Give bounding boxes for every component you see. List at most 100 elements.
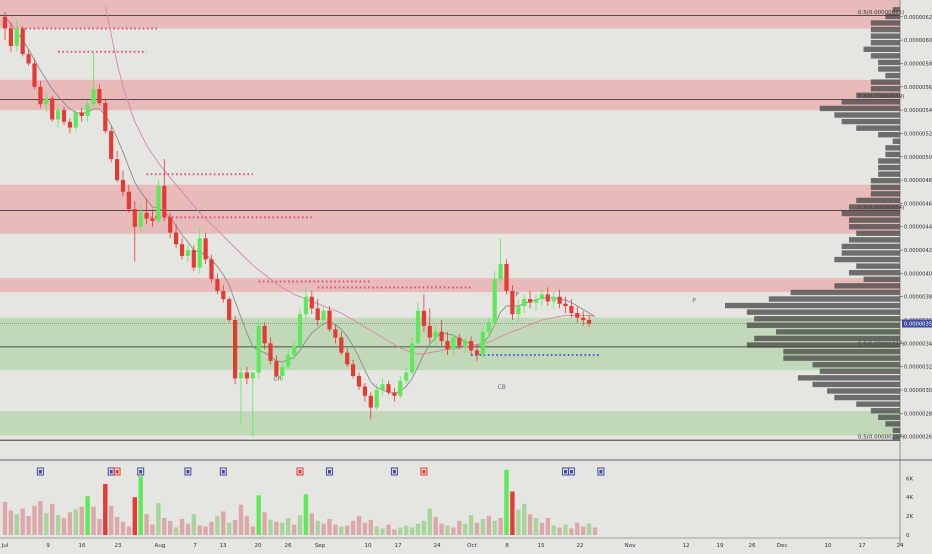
chart-annotation: P — [515, 292, 519, 299]
candle-body — [492, 279, 497, 323]
volume-bar — [156, 502, 161, 535]
volume-bar — [468, 515, 474, 535]
volume-profile-bar — [892, 7, 900, 13]
volume-bar — [191, 514, 196, 535]
signal-marker-icon — [296, 467, 304, 476]
resistance-zone — [0, 0, 900, 29]
volume-profile-bar — [856, 230, 900, 236]
volume-bar — [44, 513, 49, 535]
volume-profile-bar — [878, 164, 900, 171]
volume-bar — [227, 522, 232, 535]
volume-profile-bar — [812, 362, 900, 368]
volume-profile-bar — [870, 53, 900, 59]
chart-annotation: P — [692, 298, 696, 305]
volume-bar — [350, 520, 356, 535]
volume-profile-bar — [885, 13, 900, 20]
signal-marker-fill — [109, 470, 113, 474]
volume-bar — [138, 476, 143, 535]
time-axis[interactable]: Jul 9 16 23 Aug 7 13 20 26 Sep 10 17 24 Oct 8 15 22 Nov 12… — [0, 537, 904, 549]
candle-body — [280, 366, 285, 377]
volume-bar — [527, 514, 533, 535]
volume-profile-bar — [848, 217, 900, 223]
volume-profile-bar — [834, 283, 900, 289]
time-tick-label: 16 — [78, 543, 86, 549]
volume-profile-bar — [863, 46, 900, 52]
volume-profile-bar — [870, 191, 900, 197]
volume-bar — [592, 527, 598, 535]
volume-bar — [386, 524, 391, 535]
candle-body — [138, 212, 143, 227]
candle-body — [374, 390, 379, 408]
time-tick-label: 26 — [284, 543, 292, 549]
candle-body — [386, 384, 391, 393]
volume-bar — [421, 520, 427, 535]
signal-marker-fill — [564, 470, 567, 474]
volume-profile-bar — [878, 66, 900, 72]
candle-body — [457, 337, 462, 346]
volume-profile-bar — [819, 105, 900, 112]
candle-body — [516, 306, 521, 315]
time-tick-label: 15 — [537, 543, 545, 549]
candle-body — [433, 331, 438, 338]
last-price-label: 0.00000357 — [904, 322, 932, 328]
volume-profile-bar — [834, 256, 900, 263]
volume-profile-bar — [841, 118, 900, 125]
volume-bar — [522, 503, 527, 535]
volume-bar — [232, 519, 238, 535]
fib-level-label: 0.5(0.00000621) — [858, 10, 904, 16]
volume-bar — [569, 528, 574, 535]
volume-bar — [427, 508, 432, 535]
candle-body — [79, 112, 84, 116]
volume-bar — [327, 518, 332, 535]
signal-marker-icon — [113, 467, 121, 476]
candle-body — [533, 299, 539, 303]
candle-body — [227, 299, 232, 321]
volume-profile-bar — [885, 145, 900, 151]
candle-body — [581, 317, 586, 321]
volume-profile-bar — [746, 342, 900, 348]
signal-marker-icon — [36, 467, 44, 476]
fib-level-label: 0.5(0.00000257) — [858, 435, 904, 441]
time-tick-label: 12 — [682, 543, 689, 549]
time-tick-label: Nov — [625, 543, 637, 549]
volume-bar — [120, 521, 126, 535]
volume-bar — [209, 521, 214, 535]
volume-profile-bar — [746, 309, 900, 315]
volume-bar — [516, 509, 521, 535]
candle-body — [179, 244, 185, 256]
candle-body — [368, 395, 373, 408]
candle-body — [303, 296, 308, 315]
candle-body — [85, 104, 90, 116]
volume-bar — [256, 495, 261, 535]
candle-body — [297, 314, 303, 346]
volume-bar — [409, 527, 415, 535]
volume-profile-bar — [870, 79, 900, 85]
time-tick-label: Jul — [1, 543, 9, 549]
volume-profile-bar — [870, 40, 900, 46]
volume-bar — [55, 515, 61, 535]
volume-profile-bar — [892, 427, 900, 434]
time-tick-label: 17 — [394, 543, 402, 549]
volume-bar — [32, 505, 37, 535]
candle-body — [185, 250, 190, 256]
level-lines-layer: 0.5(0.00000621)0.5(0.00000549)0.5(0.0000… — [0, 10, 932, 461]
signal-marker-icon — [390, 467, 398, 476]
chart-annotation: CB — [498, 384, 506, 391]
candle-body — [268, 343, 273, 361]
candle-body — [321, 310, 326, 321]
volume-bar — [291, 524, 297, 535]
volume-bar — [392, 529, 397, 535]
volume-bar — [315, 520, 320, 535]
volume-bar — [61, 518, 67, 535]
candle-body — [345, 352, 350, 365]
candle-body — [233, 320, 238, 379]
candle-body — [469, 341, 474, 351]
candles-layer — [2, 12, 592, 437]
